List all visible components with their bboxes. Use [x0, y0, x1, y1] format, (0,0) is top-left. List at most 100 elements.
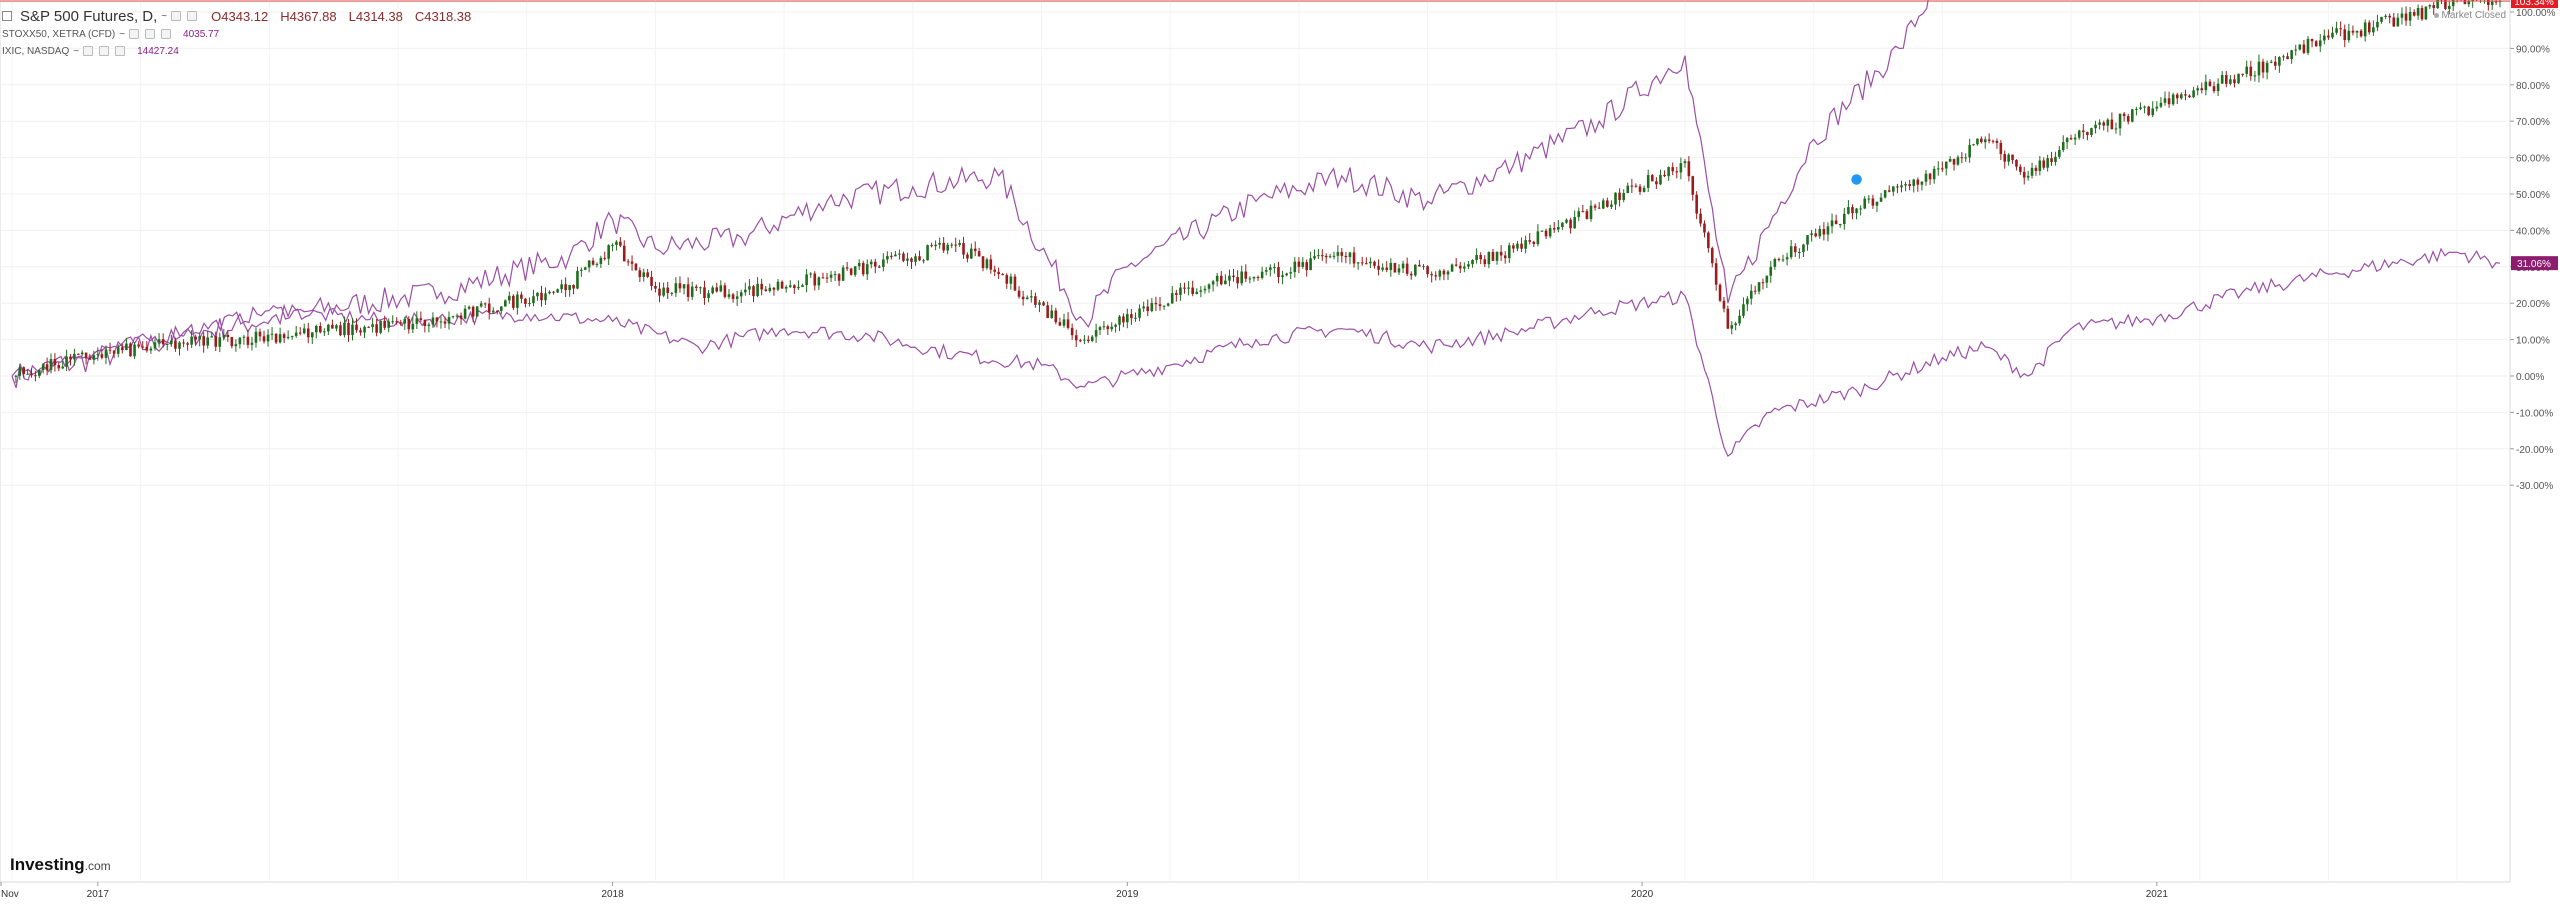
candle	[49, 359, 53, 371]
ixic-symbol-label[interactable]: IXIC, NASDAQ	[2, 45, 70, 57]
candle	[1102, 326, 1106, 328]
candle	[1293, 261, 1297, 273]
candle	[752, 286, 755, 297]
candle	[784, 286, 788, 289]
candle	[2073, 137, 2077, 140]
stoxx-price-badge-bg	[2511, 256, 2558, 271]
candle	[443, 321, 447, 324]
y-tick-label: 60.00%	[2516, 154, 2550, 165]
candle	[2094, 124, 2097, 129]
candle	[630, 261, 634, 264]
legend-main: S&P 500 Futures, D, ~ O4343.12 H4367.88 …	[2, 7, 471, 25]
candle	[1479, 255, 1482, 260]
candle	[2347, 30, 2351, 41]
candle	[2420, 8, 2424, 20]
candle	[1467, 264, 1470, 267]
candle	[837, 274, 841, 281]
ohlc-low: L4314.38	[348, 8, 403, 24]
candle	[1738, 315, 1741, 324]
candle	[1162, 305, 1166, 307]
event-marker-icon[interactable]	[1849, 172, 1864, 187]
candle	[2192, 90, 2195, 98]
settings-icon[interactable]	[83, 46, 94, 56]
candle	[427, 324, 431, 327]
candle	[153, 342, 157, 349]
candle	[1722, 300, 1726, 309]
candle	[2220, 75, 2224, 84]
candle	[1356, 262, 1360, 264]
series-toggle-icon[interactable]	[2, 11, 12, 21]
candle	[1405, 263, 1409, 274]
candle	[359, 330, 362, 333]
candle	[970, 248, 973, 259]
candle	[1847, 207, 1850, 214]
stoxx-menu-icon[interactable]: ~	[119, 28, 126, 40]
candle	[467, 306, 471, 309]
ixic-menu-icon[interactable]: ~	[73, 45, 80, 57]
candle	[1503, 255, 1507, 259]
settings-icon[interactable]	[129, 29, 140, 39]
candle	[1765, 275, 1769, 283]
eye-icon[interactable]	[187, 11, 198, 21]
candle	[2261, 61, 2265, 73]
close-icon[interactable]	[161, 29, 172, 39]
candle	[2026, 175, 2030, 178]
candle	[2126, 116, 2130, 122]
candle	[1154, 302, 1158, 305]
candle	[1806, 235, 1809, 245]
candle	[1659, 174, 1662, 185]
eye-icon[interactable]	[145, 29, 156, 39]
candle	[347, 322, 350, 336]
candle	[1483, 259, 1487, 265]
candle	[1614, 192, 1617, 205]
candle	[1281, 275, 1284, 278]
stoxx-symbol-label[interactable]: STOXX50, XETRA (CFD)	[2, 28, 116, 40]
candle	[1158, 304, 1162, 307]
candle	[739, 292, 743, 297]
candle	[2432, 5, 2436, 9]
candle	[890, 255, 893, 257]
candle	[2046, 158, 2049, 168]
ixic-line[interactable]	[11, 0, 2500, 389]
candle	[76, 353, 80, 355]
candle	[2487, 0, 2490, 5]
candle	[2278, 57, 2281, 66]
candle	[2494, 1, 2498, 3]
candle	[1606, 200, 1609, 207]
stoxx-line[interactable]	[11, 247, 2501, 458]
candle	[1434, 275, 1438, 277]
eye-icon[interactable]	[99, 46, 110, 56]
candle	[30, 373, 33, 376]
candle	[508, 295, 511, 301]
close-icon[interactable]	[115, 46, 126, 56]
candle	[1106, 326, 1110, 330]
candle	[1810, 233, 1813, 236]
y-tick-label: 80.00%	[2516, 81, 2550, 92]
candle	[1054, 310, 1058, 323]
candle	[343, 322, 346, 336]
candle	[1277, 267, 1280, 278]
candle	[2245, 66, 2249, 74]
candle	[96, 354, 100, 356]
candle	[2155, 106, 2159, 109]
candle	[1360, 262, 1364, 264]
plot-area[interactable]	[0, 0, 2511, 883]
settings-icon[interactable]	[171, 11, 182, 21]
candle	[73, 353, 76, 360]
candle	[1324, 255, 1328, 258]
candle	[707, 293, 710, 298]
candle	[1309, 258, 1312, 271]
candle	[1369, 261, 1372, 264]
candle	[2061, 142, 2065, 151]
candle	[1191, 287, 1194, 295]
candle	[1650, 175, 1654, 182]
candle	[1548, 228, 1552, 237]
main-symbol-label[interactable]: S&P 500 Futures, D,	[20, 7, 158, 25]
candle	[1442, 270, 1446, 275]
main-symbol-menu-icon[interactable]: ~	[161, 10, 168, 22]
candle	[116, 347, 120, 354]
candle	[1381, 267, 1384, 270]
x-tick-label: 2020	[1631, 889, 1654, 900]
candle	[1916, 179, 1920, 185]
